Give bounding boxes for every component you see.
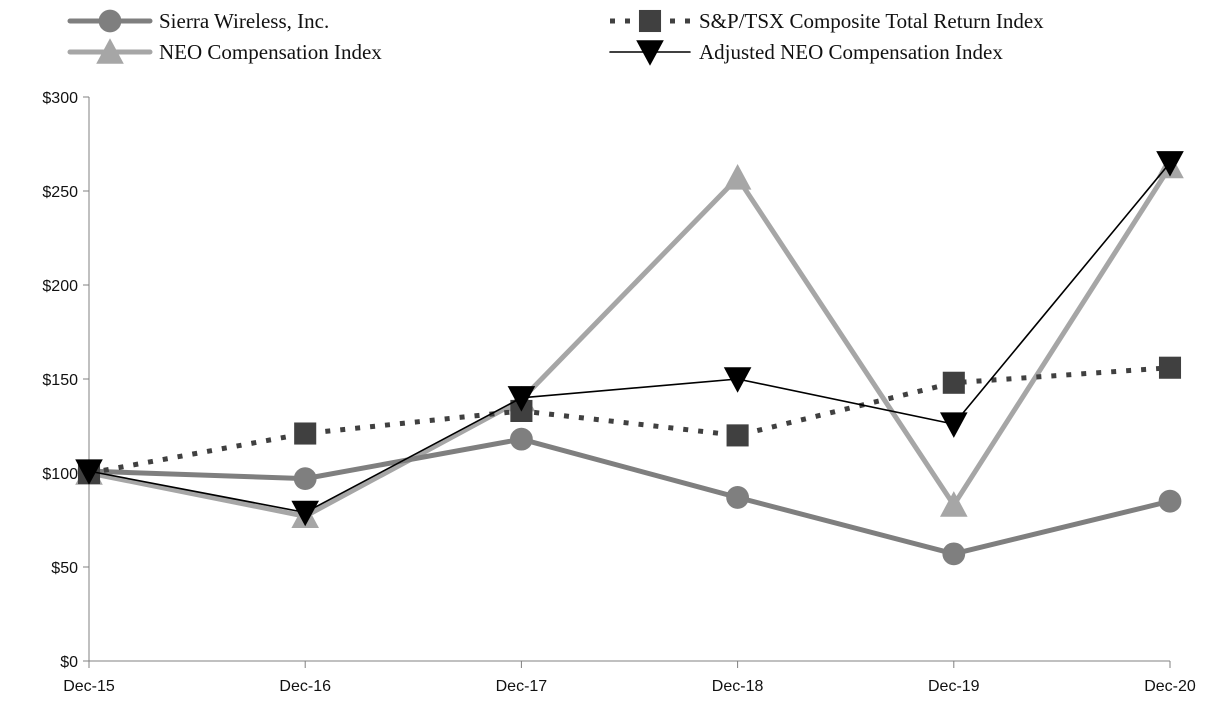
legend-item: NEO Compensation Index bbox=[67, 38, 382, 64]
legend-label: NEO Compensation Index bbox=[159, 40, 382, 64]
data-point bbox=[726, 424, 749, 447]
data-point bbox=[940, 491, 968, 517]
series-line bbox=[88, 162, 1171, 514]
series-2 bbox=[75, 152, 1184, 528]
data-point bbox=[75, 459, 103, 485]
data-point bbox=[723, 367, 752, 393]
legend-swatch-marker bbox=[636, 40, 664, 66]
series-layer bbox=[75, 151, 1184, 566]
data-point bbox=[1156, 151, 1184, 177]
legend-swatch-marker bbox=[98, 9, 122, 33]
y-tick-label: $200 bbox=[42, 278, 78, 295]
legend-item: Adjusted NEO Compensation Index bbox=[609, 40, 1003, 66]
series-line bbox=[86, 164, 1173, 519]
x-tick-label: Dec-16 bbox=[279, 678, 331, 695]
data-point bbox=[940, 412, 968, 438]
data-point bbox=[294, 422, 317, 445]
legend-label: Sierra Wireless, Inc. bbox=[159, 9, 329, 33]
legend-item: S&P/TSX Composite Total Return Index bbox=[610, 9, 1044, 33]
x-tick-label: Dec-17 bbox=[496, 678, 548, 695]
data-point bbox=[510, 427, 533, 451]
axes: $0 $50 $100 $150 $200 $250 $300 Dec-15 Dec-16 Dec… bbox=[42, 90, 1195, 695]
legend-label: S&P/TSX Composite Total Return Index bbox=[699, 9, 1044, 33]
data-point bbox=[723, 164, 752, 190]
x-tick-label: Dec-15 bbox=[63, 678, 115, 695]
series-line bbox=[86, 436, 1173, 557]
legend: Sierra Wireless, Inc. S&P/TSX Composite T… bbox=[67, 9, 1044, 66]
x-tick-label: Dec-18 bbox=[712, 678, 764, 695]
data-point bbox=[942, 371, 965, 394]
series-line bbox=[88, 365, 1171, 476]
legend-item: Sierra Wireless, Inc. bbox=[67, 9, 329, 33]
data-point bbox=[942, 542, 966, 566]
x-tick-label: Dec-19 bbox=[928, 678, 980, 695]
data-point bbox=[726, 486, 749, 509]
series-3 bbox=[75, 151, 1184, 527]
data-point bbox=[1158, 489, 1182, 513]
y-tick-label: $0 bbox=[60, 654, 78, 671]
y-tick-label: $150 bbox=[42, 372, 78, 389]
series-1 bbox=[77, 356, 1182, 485]
y-tick-label: $250 bbox=[42, 184, 78, 201]
data-point bbox=[507, 386, 536, 412]
series-0 bbox=[77, 427, 1182, 566]
y-tick-label: $100 bbox=[42, 466, 78, 483]
legend-label: Adjusted NEO Compensation Index bbox=[699, 40, 1003, 64]
y-tick-label: $300 bbox=[42, 90, 78, 107]
legend-swatch-marker bbox=[96, 38, 124, 64]
data-point bbox=[291, 500, 319, 527]
data-point bbox=[293, 467, 317, 491]
x-tick-label: Dec-20 bbox=[1144, 678, 1196, 695]
data-point bbox=[1158, 356, 1182, 379]
legend-swatch-marker bbox=[638, 9, 662, 33]
y-tick-label: $50 bbox=[51, 560, 78, 577]
